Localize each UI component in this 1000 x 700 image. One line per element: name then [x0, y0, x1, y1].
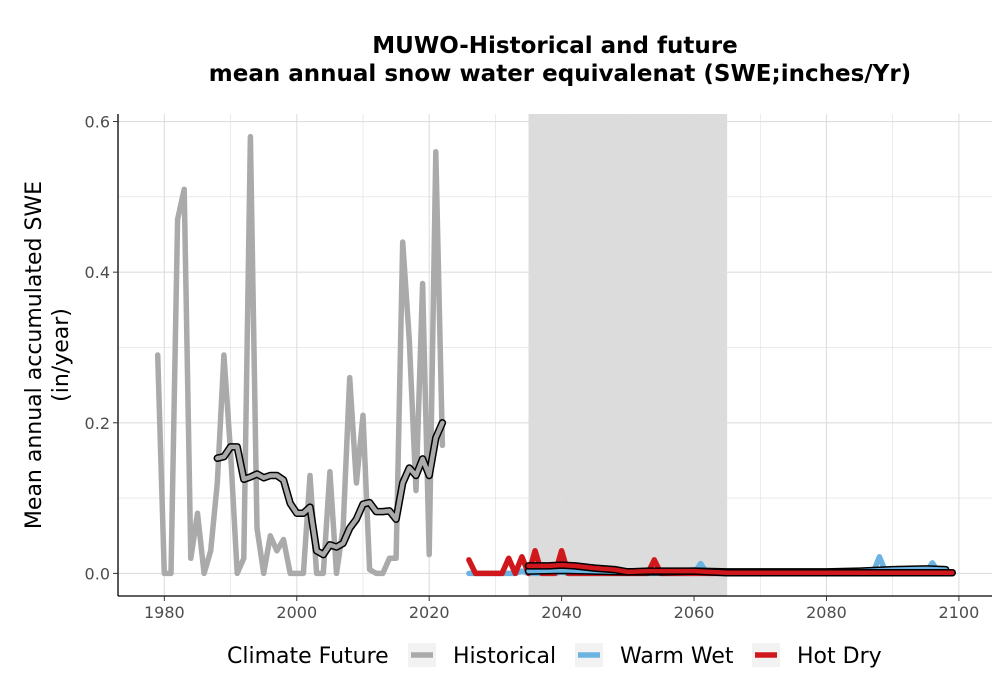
chart-title: MUWO-Historical and future — [372, 33, 737, 59]
x-tick-label: 2000 — [276, 603, 317, 622]
legend-items: Historical Warm Wet Hot Dry — [408, 643, 882, 669]
x-tick-label: 1980 — [144, 603, 185, 622]
x-tick-label: 2080 — [806, 603, 847, 622]
x-tick-label: 2100 — [939, 603, 980, 622]
y-tick-label: 0.2 — [85, 414, 110, 433]
y-tick-label: 0.0 — [85, 564, 110, 583]
y-axis-label: Mean annual accumulated SWE — [22, 181, 47, 529]
series-line-historical — [154, 133, 446, 577]
rolling-mean-line-hot-dry — [526, 562, 955, 575]
legend: Climate Future Historical Warm Wet Hot Dry — [227, 643, 882, 669]
legend-item-historical: Historical — [408, 643, 556, 669]
legend-item-hot-dry: Hot Dry — [752, 643, 882, 669]
legend-title: Climate Future — [227, 644, 389, 669]
x-tick-label: 2020 — [409, 603, 450, 622]
rolling-mean-hot-dry — [524, 561, 957, 577]
x-tick-label: 2060 — [674, 603, 715, 622]
y-tick-label: 0.4 — [85, 263, 110, 282]
legend-item-warm-wet: Warm Wet — [575, 643, 734, 669]
legend-label: Historical — [453, 644, 556, 669]
legend-label: Hot Dry — [797, 644, 882, 669]
axis-ticks: 1980 2000 2020 2040 2060 2080 2100 0.0 0.2 0.4 0.6 — [85, 113, 980, 622]
series-historical — [154, 133, 446, 577]
legend-label: Warm Wet — [620, 644, 734, 669]
x-tick-label: 2040 — [541, 603, 582, 622]
chart-subtitle: mean annual snow water equivalenat (SWE;… — [209, 61, 911, 87]
rolling-mean-line-historical — [215, 420, 445, 557]
y-tick-label: 0.6 — [85, 113, 110, 132]
rolling-mean-lines — [213, 419, 957, 577]
y-axis-label-units: (in/year) — [49, 308, 74, 402]
rolling-mean-historical — [213, 419, 447, 559]
